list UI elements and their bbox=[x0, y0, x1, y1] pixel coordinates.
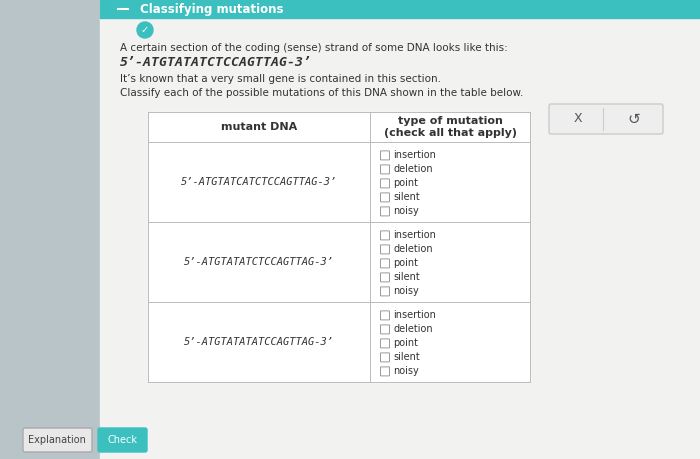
FancyBboxPatch shape bbox=[381, 353, 389, 362]
Text: deletion: deletion bbox=[393, 164, 433, 174]
FancyBboxPatch shape bbox=[381, 245, 389, 254]
Text: point: point bbox=[393, 338, 418, 348]
Text: It’s known that a very small gene is contained in this section.: It’s known that a very small gene is con… bbox=[120, 74, 441, 84]
FancyBboxPatch shape bbox=[381, 207, 389, 216]
FancyBboxPatch shape bbox=[549, 104, 663, 134]
FancyBboxPatch shape bbox=[381, 325, 389, 334]
Text: 5’-ATGTATATATCCAGTTAG-3’: 5’-ATGTATATATCCAGTTAG-3’ bbox=[184, 337, 334, 347]
Text: deletion: deletion bbox=[393, 325, 433, 335]
Text: deletion: deletion bbox=[393, 244, 433, 254]
Text: mutant DNA: mutant DNA bbox=[221, 122, 297, 132]
Text: ↺: ↺ bbox=[628, 112, 640, 127]
Text: silent: silent bbox=[393, 353, 420, 363]
Text: insertion: insertion bbox=[393, 151, 436, 160]
Text: Classify each of the possible mutations of this DNA shown in the table below.: Classify each of the possible mutations … bbox=[120, 88, 524, 98]
Bar bbox=[100, 0, 700, 18]
Circle shape bbox=[137, 22, 153, 38]
FancyBboxPatch shape bbox=[381, 311, 389, 320]
FancyBboxPatch shape bbox=[381, 273, 389, 282]
Text: insertion: insertion bbox=[393, 310, 436, 320]
Text: silent: silent bbox=[393, 192, 420, 202]
Text: noisy: noisy bbox=[393, 207, 419, 216]
Text: Check: Check bbox=[107, 435, 137, 445]
FancyBboxPatch shape bbox=[381, 231, 389, 240]
Text: A certain section of the coding (sense) strand of some DNA looks like this:: A certain section of the coding (sense) … bbox=[120, 43, 507, 53]
Text: point: point bbox=[393, 258, 418, 269]
Text: Explanation: Explanation bbox=[28, 435, 86, 445]
Text: 5’-ATGTATATCTCCAGTTAG-3’: 5’-ATGTATATCTCCAGTTAG-3’ bbox=[184, 257, 334, 267]
FancyBboxPatch shape bbox=[381, 165, 389, 174]
FancyBboxPatch shape bbox=[381, 367, 389, 376]
Text: 5’-ATGTATCATCTCCAGTTAG-3’: 5’-ATGTATCATCTCCAGTTAG-3’ bbox=[181, 177, 337, 187]
Text: noisy: noisy bbox=[393, 286, 419, 297]
FancyBboxPatch shape bbox=[23, 428, 92, 452]
Text: insertion: insertion bbox=[393, 230, 436, 241]
FancyBboxPatch shape bbox=[381, 287, 389, 296]
Text: X: X bbox=[574, 112, 582, 125]
FancyBboxPatch shape bbox=[381, 259, 389, 268]
Text: ✓: ✓ bbox=[141, 25, 149, 35]
FancyBboxPatch shape bbox=[98, 428, 147, 452]
Bar bbox=[100, 0, 700, 459]
FancyBboxPatch shape bbox=[381, 151, 389, 160]
Text: type of mutation
(check all that apply): type of mutation (check all that apply) bbox=[384, 116, 517, 138]
Bar bbox=[148, 112, 530, 382]
Text: 5’-ATGTATATCTCCAGTTAG-3’: 5’-ATGTATATCTCCAGTTAG-3’ bbox=[120, 56, 312, 69]
Text: noisy: noisy bbox=[393, 366, 419, 376]
FancyBboxPatch shape bbox=[381, 179, 389, 188]
Text: point: point bbox=[393, 179, 418, 188]
Text: silent: silent bbox=[393, 272, 420, 282]
FancyBboxPatch shape bbox=[381, 193, 389, 202]
FancyBboxPatch shape bbox=[381, 339, 389, 348]
Text: Classifying mutations: Classifying mutations bbox=[140, 2, 284, 16]
